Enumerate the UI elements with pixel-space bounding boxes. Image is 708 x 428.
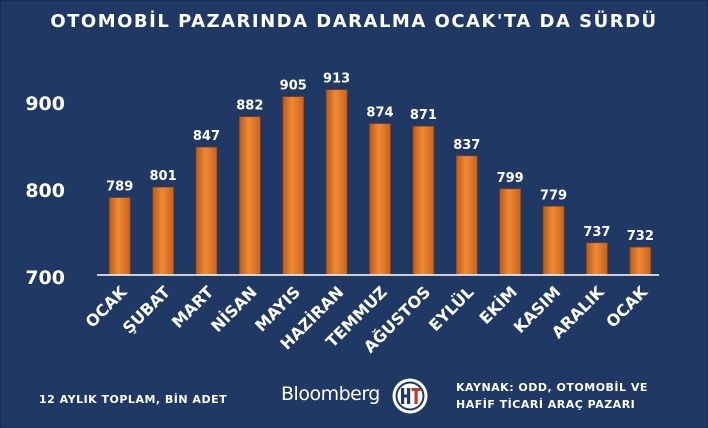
bar-0 bbox=[108, 197, 131, 276]
bar-10 bbox=[542, 205, 565, 276]
value-label-2: 847 bbox=[193, 129, 220, 144]
y-tick-label: 900 bbox=[25, 93, 65, 115]
value-label-8: 837 bbox=[453, 138, 480, 153]
bar-1 bbox=[152, 186, 174, 276]
source-note: KAYNAK: ODD, OTOMOBİL VE HAFİF TİCARİ AR… bbox=[456, 379, 696, 413]
brand-logo-text: Bloomberg bbox=[281, 383, 380, 405]
source-line-2: HAFİF TİCARİ ARAÇ PAZARI bbox=[456, 398, 636, 411]
bar-4 bbox=[282, 96, 305, 276]
bar-12 bbox=[629, 246, 652, 276]
y-axis: 700 800 900 bbox=[25, 93, 65, 289]
ht-logo-icon: HT bbox=[392, 378, 428, 414]
x-tick-label-1: ŞUBAT bbox=[119, 282, 174, 337]
chart-title: OTOMOBİL PAZARINDA DARALMA OCAK'TA DA SÜ… bbox=[50, 11, 658, 32]
bar-2 bbox=[195, 146, 218, 276]
bar-5 bbox=[325, 89, 348, 276]
value-label-1: 801 bbox=[150, 169, 177, 184]
x-tick-label-12: OCAK bbox=[602, 282, 651, 331]
value-label-11: 737 bbox=[583, 225, 610, 240]
value-label-3: 882 bbox=[236, 99, 263, 114]
value-label-12: 732 bbox=[627, 229, 654, 244]
x-tick-label-8: EYLÜL bbox=[425, 282, 478, 335]
value-label-7: 871 bbox=[410, 108, 437, 123]
value-labels: 789 801 847 882 905 913 874 871 837 799 779 737 732 bbox=[106, 72, 654, 244]
source-line-1: KAYNAK: ODD, OTOMOBİL VE bbox=[456, 381, 648, 394]
y-tick-label: 800 bbox=[25, 180, 65, 202]
bar-7 bbox=[412, 125, 435, 276]
footnote: 12 AYLIK TOPLAM, BİN ADET bbox=[39, 393, 228, 406]
x-tick-label-3: NİSAN bbox=[207, 282, 260, 335]
bar-3 bbox=[239, 116, 261, 276]
x-axis-labels: OCAKŞUBATMARTNİSANMAYISHAZİRANTEMMUZAĞUS… bbox=[82, 282, 652, 357]
value-label-6: 874 bbox=[366, 106, 393, 121]
bar-9 bbox=[499, 188, 521, 276]
value-label-0: 789 bbox=[106, 180, 133, 195]
bar-8 bbox=[455, 155, 478, 276]
y-tick-label: 700 bbox=[25, 267, 65, 289]
bar-11 bbox=[586, 242, 608, 276]
value-label-9: 799 bbox=[497, 171, 524, 186]
bar-6 bbox=[369, 123, 391, 276]
value-label-4: 905 bbox=[280, 79, 307, 94]
value-label-5: 913 bbox=[323, 72, 350, 87]
value-label-10: 779 bbox=[540, 188, 567, 203]
bars bbox=[108, 89, 652, 276]
